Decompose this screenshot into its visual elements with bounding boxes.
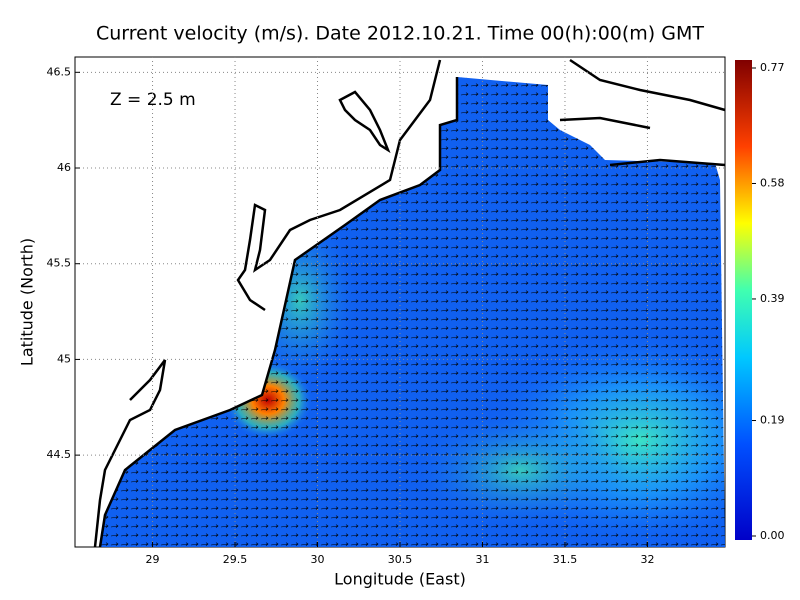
colorbar-tick-label: 0.39 (760, 292, 785, 305)
y-tick-label: 46.5 (47, 65, 72, 78)
annotation: Z = 2.5 m (110, 90, 196, 110)
x-axis-label: Longitude (East) (334, 570, 466, 589)
coastline (98, 77, 459, 548)
x-tick-label: 29 (146, 553, 160, 566)
x-tick-label: 30 (311, 553, 325, 566)
colorbar-tick-label: 0.19 (760, 414, 785, 427)
x-tick-label: 29.5 (223, 553, 248, 566)
y-tick-label: 44.5 (47, 448, 72, 461)
y-tick-label: 45 (57, 352, 71, 365)
colorbar-tick-label: 0.58 (760, 176, 785, 189)
x-tick-label: 30.5 (388, 553, 413, 566)
y-tick-label: 45.5 (47, 257, 72, 270)
x-tick-label: 31.5 (553, 553, 578, 566)
chart-title: Current velocity (m/s). Date 2012.10.21.… (96, 23, 704, 45)
coastline (93, 58, 726, 548)
x-tick-label: 32 (640, 553, 654, 566)
x-tick-label: 31 (475, 553, 489, 566)
colorbar-tick-label: 0.00 (760, 529, 785, 542)
colorbar-tick-label: 0.77 (760, 61, 785, 74)
y-axis-label: Latitude (North) (18, 238, 37, 366)
y-tick-label: 46 (57, 161, 71, 174)
colorbar (735, 60, 752, 540)
